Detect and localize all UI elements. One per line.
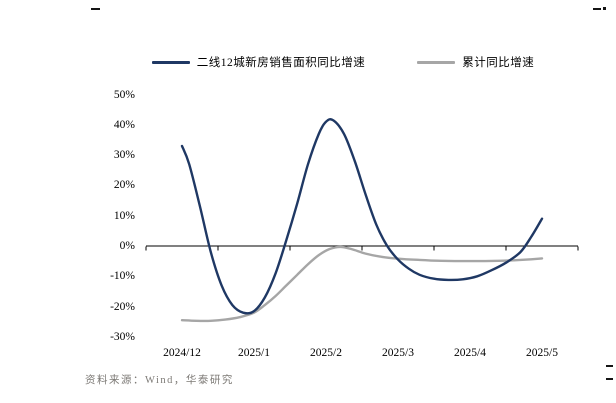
legend-label-cumulative-growth: 累计同比增速	[462, 57, 535, 69]
y-tick-label: 20%	[113, 179, 135, 192]
y-tick-label: 40%	[113, 118, 135, 131]
x-tick-label: 2024/12	[163, 347, 201, 359]
legend-line-sample-gray	[417, 60, 456, 64]
y-axis-labels: 50% 40% 30% 20% 10% 0% -10% -20% -30%	[93, 0, 135, 360]
y-tick-label: 30%	[113, 149, 135, 162]
x-tick-label: 2025/1	[238, 347, 270, 359]
y-tick-label: 50%	[113, 88, 135, 101]
legend-label-weekly-growth: 二线12城新房销售面积同比增速	[196, 57, 366, 69]
y-tick-label: -20%	[110, 300, 135, 313]
x-tick-label: 2025/5	[526, 347, 558, 359]
cropped-text-artifact-top-right-dot	[603, 7, 606, 10]
x-tick-label: 2025/3	[382, 347, 414, 359]
cropped-text-artifact-top-left	[91, 8, 100, 10]
cropped-text-artifact-right-lower	[606, 378, 613, 380]
chart-legend: 二线12城新房销售面积同比增速 累计同比增速	[95, 54, 591, 70]
legend-item-cumulative-growth: 累计同比增速	[417, 54, 534, 70]
legend-line-sample-blue	[151, 60, 190, 64]
cropped-text-artifact-right-upper	[606, 365, 613, 367]
x-tick-label: 2025/2	[310, 347, 342, 359]
legend-item-weekly-growth: 二线12城新房销售面积同比增速	[151, 54, 366, 70]
source-note: 资料来源：Wind，华泰研究	[85, 375, 234, 386]
y-tick-label: -30%	[110, 330, 135, 343]
x-axis-labels: 2024/12 2025/1 2025/2 2025/3 2025/4 2025…	[0, 347, 616, 363]
y-tick-label: -10%	[110, 270, 135, 283]
cropped-text-artifact-top-right	[593, 8, 601, 10]
x-tick-label: 2025/4	[454, 347, 486, 359]
y-tick-label: 10%	[113, 209, 135, 222]
y-tick-label: 0%	[119, 240, 135, 252]
